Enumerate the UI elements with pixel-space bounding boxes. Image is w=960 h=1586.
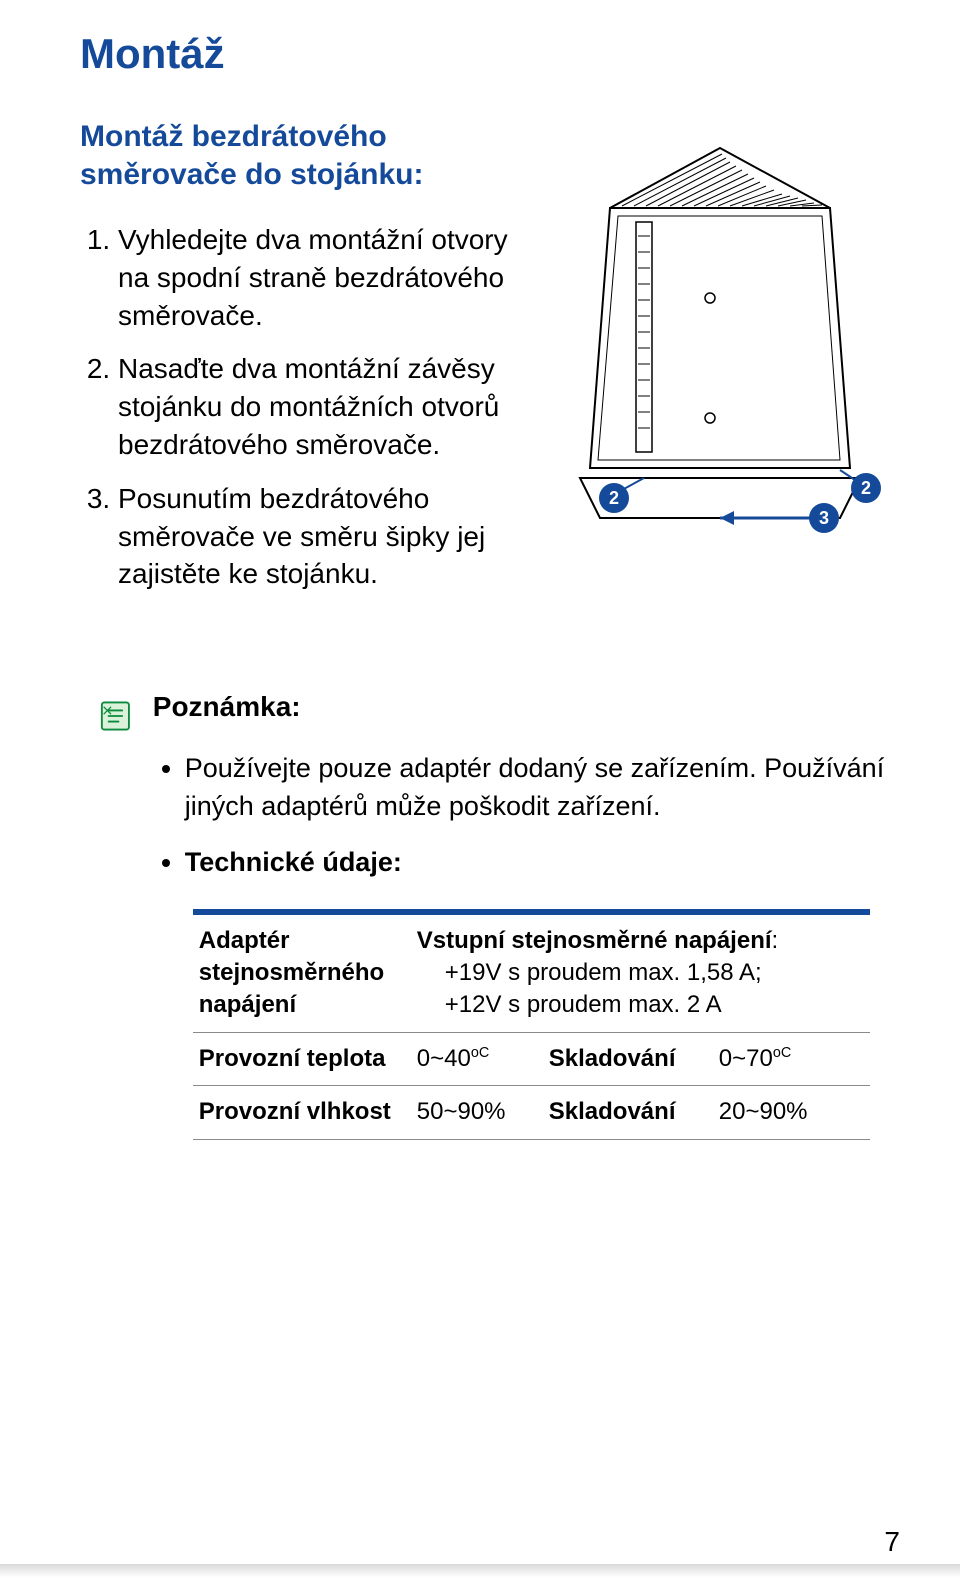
callout-label: 2	[861, 478, 871, 498]
manual-page: Montáž Montáž bezdrátového směrovače do …	[0, 0, 960, 1586]
page-number: 7	[884, 1526, 900, 1558]
callout-label: 2	[609, 488, 619, 508]
spec-value: 50~90%	[417, 1096, 549, 1128]
table-row: Provozní vlhkost 50~90% Skladování 20~90…	[193, 1086, 870, 1139]
left-column: Montáž bezdrátového směrovače do stojánk…	[80, 118, 510, 621]
spec-table: Adaptér stejnosměrného napájení Vstupní …	[193, 909, 870, 1140]
spec-label: Skladování	[549, 1096, 719, 1128]
note-icon	[100, 691, 131, 741]
assembly-steps-list: Vyhledejte dva montážní otvory na spodní…	[80, 221, 510, 593]
spec-value: 20~90%	[719, 1096, 864, 1128]
content-two-column: Montáž bezdrátového směrovače do stojánk…	[80, 118, 900, 621]
page-title: Montáž	[80, 30, 900, 78]
step-item: Vyhledejte dva montážní otvory na spodní…	[118, 221, 510, 334]
right-column-illustration: 2 2 3	[540, 118, 900, 553]
table-row: Adaptér stejnosměrného napájení Vstupní …	[193, 915, 870, 1033]
note-item-bold: Technické údaje:	[185, 847, 402, 877]
spec-label: Skladování	[549, 1043, 719, 1075]
note-body: Poznámka: Používejte pouze adaptér dodan…	[153, 691, 900, 1139]
table-row: Provozní teplota 0~40oC Skladování 0~70o…	[193, 1033, 870, 1086]
page-bottom-shadow	[0, 1564, 960, 1586]
note-block: Poznámka: Používejte pouze adaptér dodan…	[80, 691, 900, 1139]
note-list: Používejte pouze adaptér dodaný se zaříz…	[153, 750, 900, 881]
spec-value: 0~70oC	[719, 1043, 864, 1075]
router-illustration-icon: 2 2 3	[540, 118, 900, 548]
section-subtitle: Montáž bezdrátového směrovače do stojánk…	[80, 118, 510, 193]
spec-label: Provozní teplota	[199, 1043, 417, 1075]
spec-bold: Vstupní stejnosměrné napájení	[417, 927, 772, 954]
note-heading: Poznámka:	[153, 691, 900, 723]
step-item: Posunutím bezdrátového směrovače ve směr…	[118, 480, 510, 593]
callout-label: 3	[819, 508, 829, 528]
note-item: Používejte pouze adaptér dodaný se zaříz…	[185, 750, 900, 826]
spec-label: Provozní vlhkost	[199, 1096, 417, 1128]
spec-value: 0~40oC	[417, 1043, 549, 1075]
spec-value: Vstupní stejnosměrné napájení:+19V s pro…	[417, 925, 864, 1022]
step-item: Nasaďte dva montážní závěsy stojánku do …	[118, 350, 510, 463]
spec-label: Adaptér stejnosměrného napájení	[199, 925, 417, 1022]
note-item: Technické údaje:	[185, 844, 900, 882]
